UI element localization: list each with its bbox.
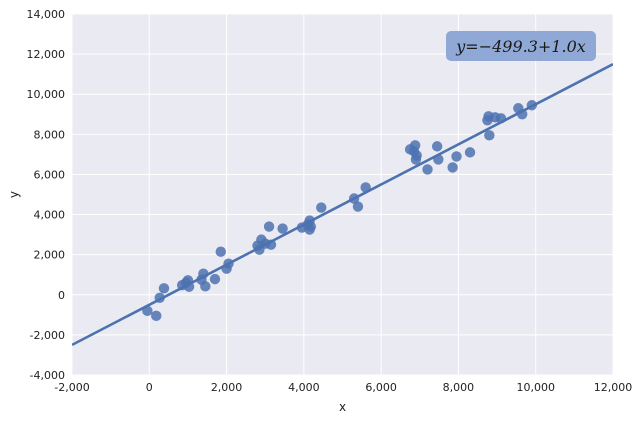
data-point (263, 221, 275, 232)
y-tick-label: -2,000 (30, 329, 65, 342)
data-point (348, 193, 360, 204)
x-tick-label: 4,000 (288, 381, 320, 394)
data-point (215, 246, 226, 257)
y-axis-label: y (7, 191, 21, 198)
data-point (526, 100, 538, 111)
plot-area (72, 14, 613, 375)
data-point (142, 305, 153, 317)
data-point (265, 239, 277, 250)
data-points (142, 100, 538, 322)
data-point (411, 150, 422, 161)
x-tick-label: 12,000 (594, 381, 633, 394)
x-tick-label: 8,000 (443, 381, 475, 394)
x-tick-label: 10,000 (516, 381, 555, 394)
data-point (209, 273, 221, 285)
y-tick-label: 10,000 (27, 88, 66, 101)
data-point (422, 164, 433, 175)
y-tick-label: 0 (58, 289, 65, 302)
data-point (277, 223, 288, 234)
y-tick-label: 8,000 (34, 128, 66, 141)
data-point (200, 281, 211, 292)
y-tick-label: 4,000 (34, 209, 66, 222)
data-point (516, 109, 528, 120)
equation-text: y=−499.3+1.0x (455, 37, 586, 56)
x-axis-ticks: -2,000 0 2,000 4,000 6,000 8,000 10,000 12,000 (54, 381, 632, 394)
data-point (158, 283, 170, 294)
data-point (360, 182, 371, 193)
x-tick-label: 2,000 (211, 381, 243, 394)
equation-box (446, 31, 596, 61)
data-point (433, 154, 444, 165)
y-axis-ticks: -4,000 -2,000 0 2,000 4,000 6,000 8,000 10,000 1… (27, 8, 66, 382)
data-point (495, 113, 507, 124)
data-point (154, 292, 165, 303)
y-tick-label: -4,000 (30, 369, 65, 382)
y-tick-label: 6,000 (34, 168, 66, 181)
data-point (316, 202, 327, 213)
data-point (151, 310, 162, 322)
data-point (484, 130, 495, 141)
x-tick-label: 6,000 (365, 381, 397, 394)
x-axis-label: x (339, 400, 346, 414)
y-tick-label: 2,000 (34, 249, 66, 262)
data-point (223, 258, 234, 269)
data-point (183, 281, 195, 292)
data-point (198, 268, 209, 279)
x-tick-label: -2,000 (54, 381, 89, 394)
data-point (409, 140, 421, 151)
y-tick-label: 14,000 (27, 8, 66, 21)
data-point (305, 221, 317, 232)
data-point (451, 151, 462, 162)
y-tick-label: 12,000 (27, 48, 66, 61)
data-point (352, 201, 364, 212)
equation-annotation: y=−499.3+1.0x (446, 31, 596, 61)
x-tick-label: 0 (146, 381, 153, 394)
data-point (431, 141, 443, 152)
data-point (464, 147, 476, 158)
data-point (447, 162, 458, 173)
